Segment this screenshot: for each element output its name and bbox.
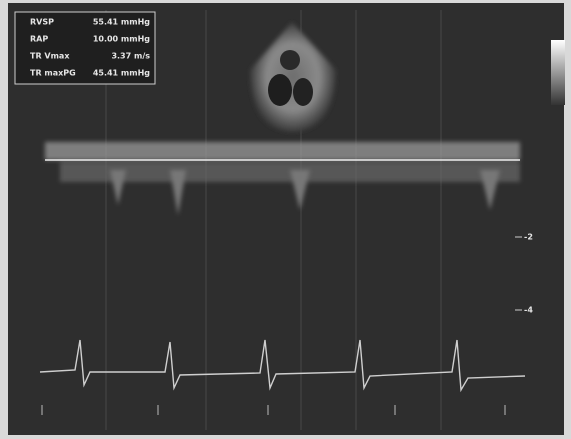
doppler-trace <box>45 142 520 215</box>
ecg-trace <box>39 339 526 393</box>
vertical-sweep-lines <box>105 10 442 430</box>
measurement-label: TR maxPG <box>30 69 76 78</box>
scale-label: -4 <box>524 306 533 315</box>
measurement-label: TR Vmax <box>30 52 70 61</box>
echo-image <box>250 22 336 132</box>
measurement-label: RVSP <box>30 18 54 27</box>
measurement-value: 3.37 m/s <box>111 52 150 61</box>
gray-scale-bar <box>551 40 565 105</box>
measurement-value: 10.00 mmHg <box>93 35 150 44</box>
velocity-scale: -2 -4 <box>515 233 533 315</box>
measurement-list: RVSP 55.41 mmHg RAP 10.00 mmHg TR Vmax 3.37 m… <box>30 18 150 78</box>
time-ticks <box>41 405 506 415</box>
measurement-value: 45.41 mmHg <box>93 69 150 78</box>
measurement-box <box>14 11 156 85</box>
measurement-label: RAP <box>30 35 48 44</box>
measurement-value: 55.41 mmHg <box>93 18 150 27</box>
scale-label: -2 <box>524 233 533 242</box>
